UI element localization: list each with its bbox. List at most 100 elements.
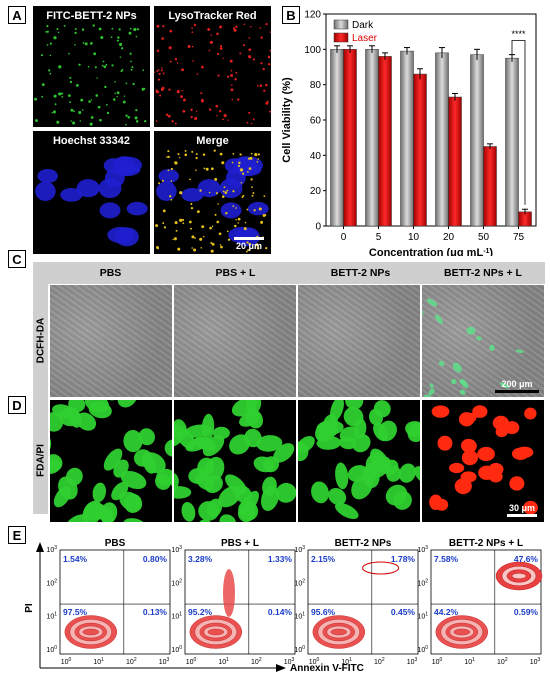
- vesicle: [223, 186, 226, 189]
- vesicle: [131, 66, 134, 69]
- population-contour: [82, 628, 100, 636]
- facs-y-label: PI: [24, 603, 35, 613]
- vesicle: [63, 24, 66, 27]
- tile-hoechst: Hoechst 33342: [33, 131, 150, 254]
- quadrant-ll: 95.2%: [188, 607, 213, 617]
- header-pbs: PBS: [99, 267, 122, 279]
- dic-pbs-l: [174, 285, 296, 397]
- panel-a-grid: FITC-BETT-2 NPs LysoTracker Red Hoechst …: [33, 6, 271, 254]
- vesicle: [235, 219, 237, 221]
- vesicle: [132, 82, 135, 86]
- vesicle: [177, 153, 180, 156]
- vesicle: [190, 227, 192, 230]
- vesicle: [193, 248, 197, 252]
- vesicle: [210, 249, 214, 253]
- vesicle: [210, 34, 212, 36]
- vesicle: [237, 98, 240, 101]
- vesicle: [114, 81, 116, 83]
- dic-bett-l: 200 μm: [422, 285, 544, 397]
- vesicle: [220, 44, 223, 48]
- vesicle: [165, 113, 169, 116]
- facs-title: BETT-2 NPs: [335, 538, 392, 549]
- vesicle: [190, 108, 193, 112]
- vesicle: [48, 69, 51, 72]
- vesicle: [45, 31, 47, 33]
- vesicle: [69, 80, 73, 84]
- quadrant-ll: 97.5%: [63, 607, 88, 617]
- live-cell: [174, 486, 192, 499]
- vesicle: [34, 97, 38, 101]
- vesicle: [103, 65, 107, 69]
- vesicle: [239, 52, 242, 55]
- vesicle: [160, 69, 163, 72]
- vesicle: [201, 65, 204, 69]
- vesicle: [260, 220, 264, 224]
- x-tick-label: 103: [159, 657, 170, 666]
- vesicle: [230, 69, 233, 72]
- vesicle: [218, 232, 222, 236]
- panel-label-b: B: [282, 6, 300, 24]
- live-cell: [405, 421, 420, 437]
- vesicle: [259, 84, 263, 87]
- vesicle: [211, 242, 215, 246]
- y-tick-label: 101: [171, 612, 182, 621]
- live-cell: [246, 400, 262, 415]
- nucleus: [37, 169, 58, 184]
- vesicle: [221, 195, 225, 198]
- vesicle: [84, 42, 88, 46]
- vesicle: [191, 150, 194, 153]
- vesicle: [53, 110, 56, 114]
- live-cell: [58, 408, 82, 427]
- vesicle: [58, 92, 62, 96]
- live-cell: [185, 437, 210, 452]
- live-cell: [50, 459, 61, 475]
- vesicle: [194, 237, 196, 239]
- vesicle: [247, 55, 251, 59]
- vesicle: [253, 209, 256, 212]
- vesicle: [191, 45, 194, 48]
- bar-dark: [435, 52, 449, 227]
- dic-pbs: [50, 285, 172, 397]
- live-cell: [378, 420, 397, 442]
- x-arrow-head: [276, 664, 286, 672]
- live-cell: [385, 484, 408, 506]
- vesicle: [260, 62, 263, 65]
- fluorescent-cell: [438, 360, 445, 367]
- bar-laser: [448, 96, 462, 227]
- vesicle: [133, 27, 137, 32]
- vesicle: [157, 69, 160, 71]
- live-cell: [238, 500, 259, 521]
- vesicle: [166, 156, 168, 158]
- vesicle: [207, 28, 211, 31]
- vesicle: [94, 66, 97, 69]
- vesicle: [156, 24, 160, 28]
- vesicle: [180, 95, 184, 99]
- live-cell: [181, 502, 196, 522]
- vesicle: [209, 226, 212, 230]
- vesicle: [208, 191, 211, 194]
- vesicle: [265, 23, 268, 26]
- vesicle: [116, 91, 120, 95]
- vesicle: [195, 110, 198, 113]
- live-cell: [50, 412, 64, 432]
- chart-frame: [325, 13, 537, 227]
- vesicle: [157, 78, 161, 81]
- pi-bett-l: 30 μm: [422, 400, 544, 522]
- vesicle: [194, 116, 198, 120]
- vesicle: [156, 70, 159, 73]
- live-cell: [53, 486, 71, 508]
- vesicle: [266, 100, 269, 103]
- dead-cell: [472, 405, 488, 418]
- vesicle: [235, 25, 238, 28]
- vesicle: [265, 83, 268, 87]
- live-cell: [117, 400, 138, 408]
- quadrant-lr: 0.59%: [514, 607, 539, 617]
- vesicle: [263, 89, 266, 92]
- vesicle: [155, 120, 158, 122]
- vesicle: [262, 67, 265, 71]
- vesicle: [116, 95, 118, 98]
- dead-cell: [478, 465, 496, 480]
- vesicle: [81, 109, 84, 111]
- y-tick-label: 102: [171, 578, 182, 587]
- live-cell: [141, 452, 166, 474]
